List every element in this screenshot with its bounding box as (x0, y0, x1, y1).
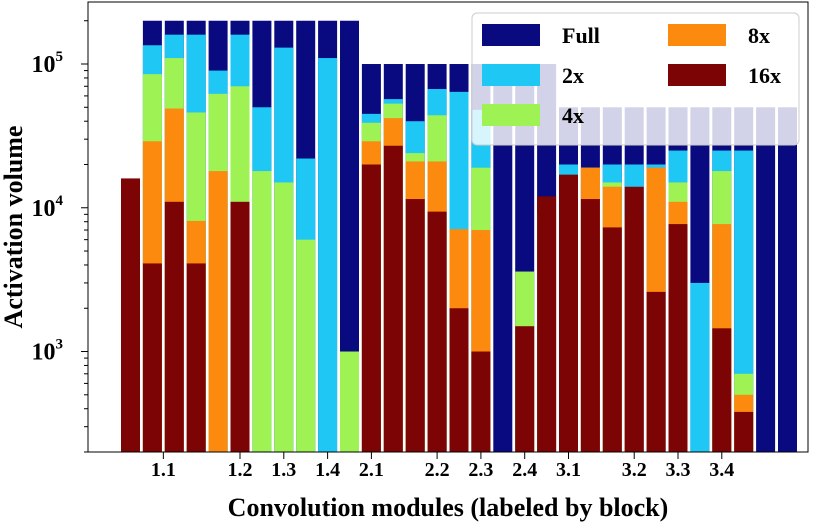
x-tick-label-1.1: 1.1 (151, 459, 176, 481)
legend-label-4x: 4x (562, 103, 584, 128)
bar-16x-20 (559, 174, 578, 452)
bar-16x-15 (449, 308, 469, 452)
plot-frame (87, 1, 809, 453)
bar-16x-28 (734, 411, 754, 452)
x-tick-label-2.1: 2.1 (359, 459, 384, 481)
bar-4x-6 (252, 171, 272, 452)
bar-16x-2 (164, 201, 184, 452)
bars-layer (121, 20, 797, 453)
y-tick-label-5: 105 (32, 49, 64, 78)
x-tick-label-3.2: 3.2 (622, 459, 647, 481)
bar-16x-1 (142, 263, 162, 452)
legend-swatch-8x (668, 24, 726, 46)
legend-label-16x: 16x (748, 63, 781, 88)
x-tick-label-2.4: 2.4 (512, 459, 537, 481)
bar-16x-12 (383, 145, 403, 452)
x-axis-label: Convolution modules (labeled by block) (228, 493, 669, 522)
legend-swatch-16x (668, 64, 726, 86)
x-tick-label-1.4: 1.4 (315, 459, 340, 481)
x-tick-label-1.2: 1.2 (228, 459, 253, 481)
bar-4x-7 (274, 182, 294, 452)
bar-4x-8 (296, 239, 316, 452)
legend-label-8x: 8x (748, 23, 770, 48)
bar-16x-13 (405, 199, 425, 452)
bar-full-17 (493, 64, 513, 452)
legend-label-full: Full (562, 23, 600, 48)
y-tick-label-4: 104 (32, 193, 64, 222)
bar-16x-24 (646, 291, 666, 452)
x-axis: 1.1 1.2 1.3 1.4 2.1 2.2 2.3 2.4 3.1 3.2 3.3 3.4 (151, 452, 734, 481)
bar-full-10 (340, 20, 359, 453)
bar-16x-18 (515, 326, 535, 452)
y-axis-label: Activation volume (0, 126, 28, 329)
bar-16x-5 (230, 201, 250, 452)
bar-16x-23 (624, 186, 644, 452)
bar-8x-4 (208, 171, 228, 452)
bar-4x-10 (340, 351, 359, 452)
bar-16x-27 (712, 328, 732, 452)
bar-16x-0 (121, 178, 140, 453)
bar-full-30 (778, 107, 797, 452)
bar-16x-14 (427, 211, 447, 452)
bar-16x-3 (186, 263, 206, 452)
x-tick-label-1.3: 1.3 (271, 459, 296, 481)
bar-16x-25 (668, 224, 688, 452)
bar-16x-11 (361, 164, 381, 453)
y-tick-label-3: 103 (32, 337, 64, 366)
x-tick-label-3.1: 3.1 (556, 459, 581, 481)
x-tick-label-3.3: 3.3 (666, 459, 691, 481)
bar-2x-9 (318, 58, 338, 453)
x-tick-label-3.4: 3.4 (709, 459, 734, 481)
legend-swatch-full (482, 24, 540, 46)
bar-16x-19 (537, 196, 557, 452)
bar-16x-21 (580, 199, 600, 452)
legend: Full 8x 2x 16x 4x (471, 12, 800, 146)
x-tick-label-2.2: 2.2 (425, 459, 450, 481)
x-tick-label-2.3: 2.3 (468, 459, 493, 481)
bar-16x-22 (602, 227, 622, 452)
legend-swatch-2x (482, 64, 540, 86)
legend-label-2x: 2x (562, 63, 584, 88)
legend-swatch-4x (482, 104, 540, 126)
bar-16x-16 (471, 351, 491, 452)
y-axis: 103 104 105 (32, 20, 88, 453)
bar-full-29 (756, 107, 776, 452)
bar-2x-26 (690, 282, 710, 452)
